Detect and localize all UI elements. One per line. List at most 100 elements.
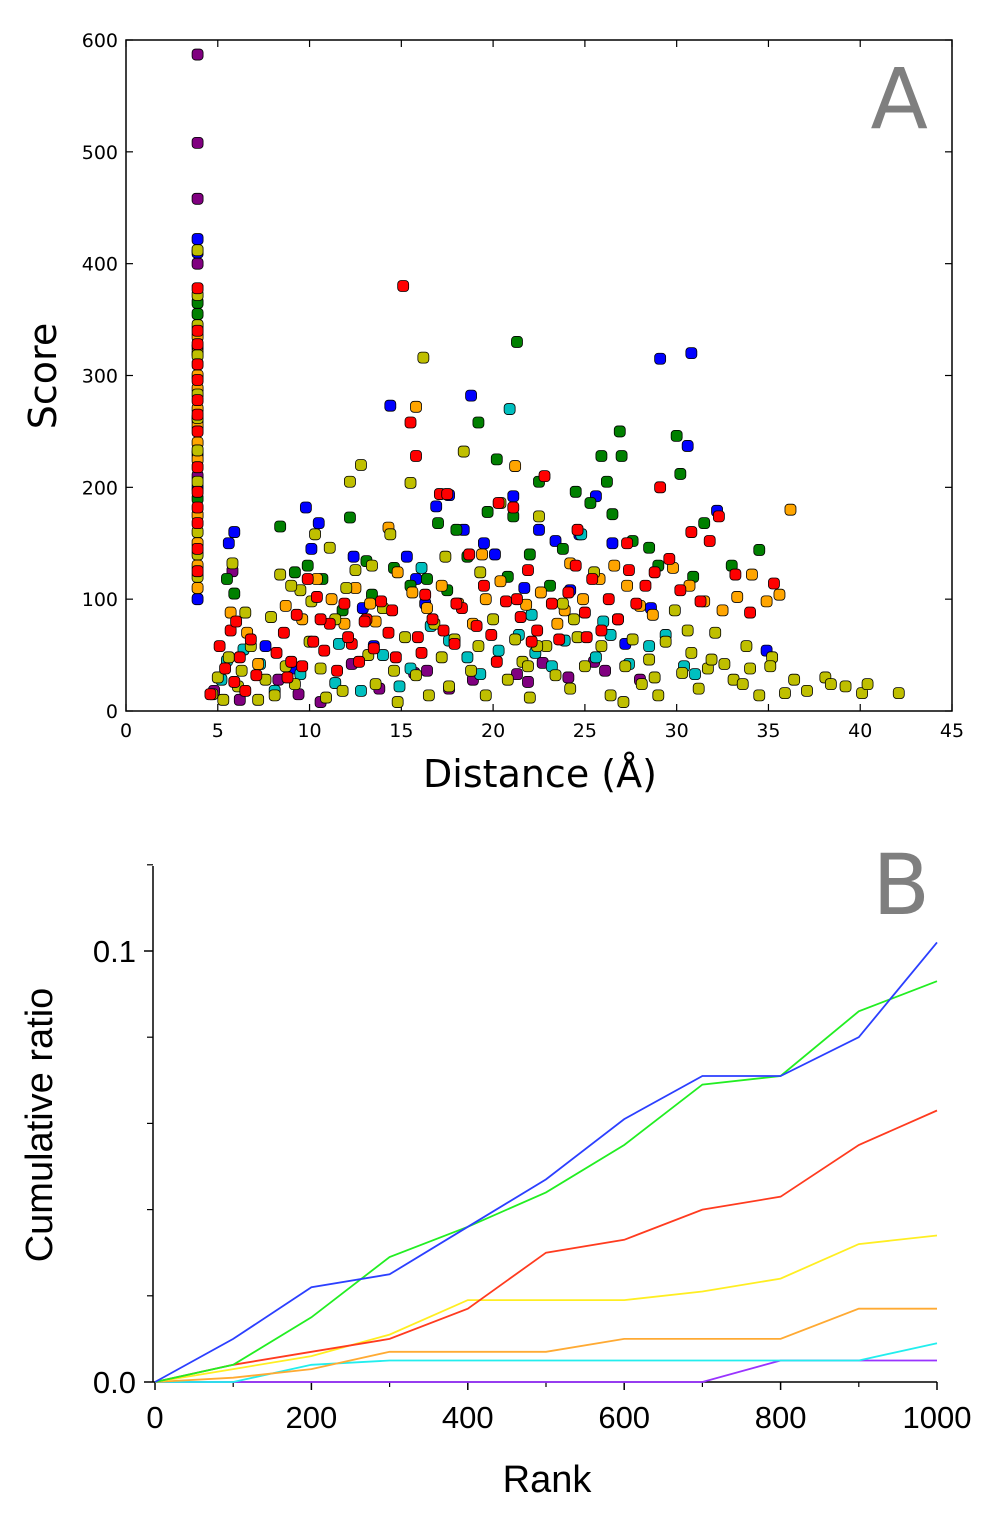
scatter-point <box>621 579 634 592</box>
scatter-point <box>567 613 580 626</box>
panel-a-y-tick-label: 200 <box>82 477 118 499</box>
scatter-point <box>191 485 204 498</box>
scatter-point <box>252 693 265 706</box>
scatter-point <box>578 606 591 619</box>
scatter-point <box>244 633 257 646</box>
scatter-point <box>478 537 490 550</box>
scatter-point <box>230 615 243 628</box>
scatter-point <box>331 664 343 677</box>
scatter-point <box>421 664 433 677</box>
panel-b-series-line <box>154 980 938 1383</box>
scatter-point <box>410 669 422 682</box>
scatter-point <box>426 613 439 626</box>
scatter-point <box>191 358 204 371</box>
scatter-point <box>608 559 621 572</box>
scatter-point <box>507 501 520 514</box>
panel-a-y-tick-label: 400 <box>82 254 118 276</box>
scatter-point <box>501 673 514 686</box>
scatter-point <box>344 475 356 488</box>
scatter-point <box>479 689 492 702</box>
scatter-point <box>492 497 505 509</box>
scatter-point <box>801 684 813 697</box>
scatter-point <box>228 526 241 538</box>
scatter-point <box>590 651 602 664</box>
scatter-point <box>191 338 204 351</box>
scatter-point <box>279 599 292 612</box>
scatter-point <box>531 624 544 637</box>
scatter-point <box>604 689 617 702</box>
panel-b-x-tick-label: 0 <box>146 1400 163 1435</box>
scatter-point <box>463 548 476 561</box>
scatter-point <box>824 678 837 691</box>
scatter-point <box>538 470 551 483</box>
scatter-point <box>481 506 494 518</box>
panel-b-series-lines <box>154 941 938 1383</box>
panel-b-series-line <box>154 1234 938 1383</box>
scatter-point <box>549 669 562 682</box>
scatter-point <box>676 667 689 679</box>
scatter-point <box>654 352 667 365</box>
scatter-point <box>301 573 314 585</box>
scatter-point <box>577 593 589 606</box>
scatter-point <box>325 593 338 606</box>
scatter-point <box>839 680 852 693</box>
scatter-point <box>556 542 569 555</box>
scatter-point <box>705 653 718 666</box>
scatter-point <box>472 640 485 653</box>
scatter-point <box>191 282 204 295</box>
scatter-point <box>861 678 874 691</box>
scatter-point <box>753 689 766 702</box>
scatter-point <box>646 608 659 621</box>
panel-a-x-tick-label: 0 <box>120 720 132 742</box>
scatter-point <box>522 660 534 673</box>
scatter-point <box>281 671 294 684</box>
scatter-point <box>448 638 461 650</box>
scatter-point <box>525 635 538 648</box>
panel-a-y-axis-title: Score <box>21 323 65 429</box>
panel-a-x-tick-label: 5 <box>212 720 224 742</box>
scatter-point <box>191 425 204 438</box>
scatter-point <box>479 593 492 606</box>
scatter-point <box>564 682 577 695</box>
panel-a-x-tick-label: 25 <box>573 720 597 742</box>
panel-a-y-tick-label: 0 <box>106 701 118 723</box>
scatter-point <box>551 617 564 630</box>
scatter-point <box>764 660 777 673</box>
scatter-point <box>270 646 283 659</box>
scatter-point <box>753 544 766 556</box>
scatter-point <box>729 568 742 581</box>
scatter-point <box>668 604 681 617</box>
scatter-point <box>364 597 377 610</box>
scatter-point <box>191 501 204 514</box>
scatter-point <box>217 693 230 706</box>
scatter-point <box>562 671 575 684</box>
panel-a-points <box>191 48 905 708</box>
scatter-point <box>312 517 325 530</box>
scatter-point <box>344 511 356 524</box>
scatter-point <box>406 586 419 599</box>
panel-a-y-ticks: 0 100 200 300 400 500 600 <box>82 30 952 723</box>
scatter-point <box>415 646 428 659</box>
scatter-point <box>443 680 455 693</box>
panel-a-y-tick-label: 100 <box>82 589 118 611</box>
scatter-point <box>399 631 411 644</box>
scatter-point <box>784 503 797 516</box>
scatter-point <box>485 629 498 641</box>
scatter-point <box>410 400 422 413</box>
scatter-point <box>301 559 314 572</box>
scatter-point <box>489 548 501 561</box>
scatter-point <box>643 653 656 666</box>
panel-a-x-tick-label: 20 <box>481 720 505 742</box>
scatter-point <box>617 696 630 708</box>
scatter-point <box>523 691 536 704</box>
panel-a-y-tick-label: 600 <box>82 30 118 52</box>
scatter-point <box>355 459 367 471</box>
panel-b-x-axis-title: Rank <box>503 1459 593 1501</box>
scatter-point <box>292 688 305 701</box>
scatter-point <box>674 584 687 597</box>
scatter-point <box>652 689 665 702</box>
scatter-point <box>487 613 500 626</box>
scatter-point <box>213 640 226 653</box>
scatter-point <box>470 620 483 632</box>
scatter-point <box>430 500 443 513</box>
